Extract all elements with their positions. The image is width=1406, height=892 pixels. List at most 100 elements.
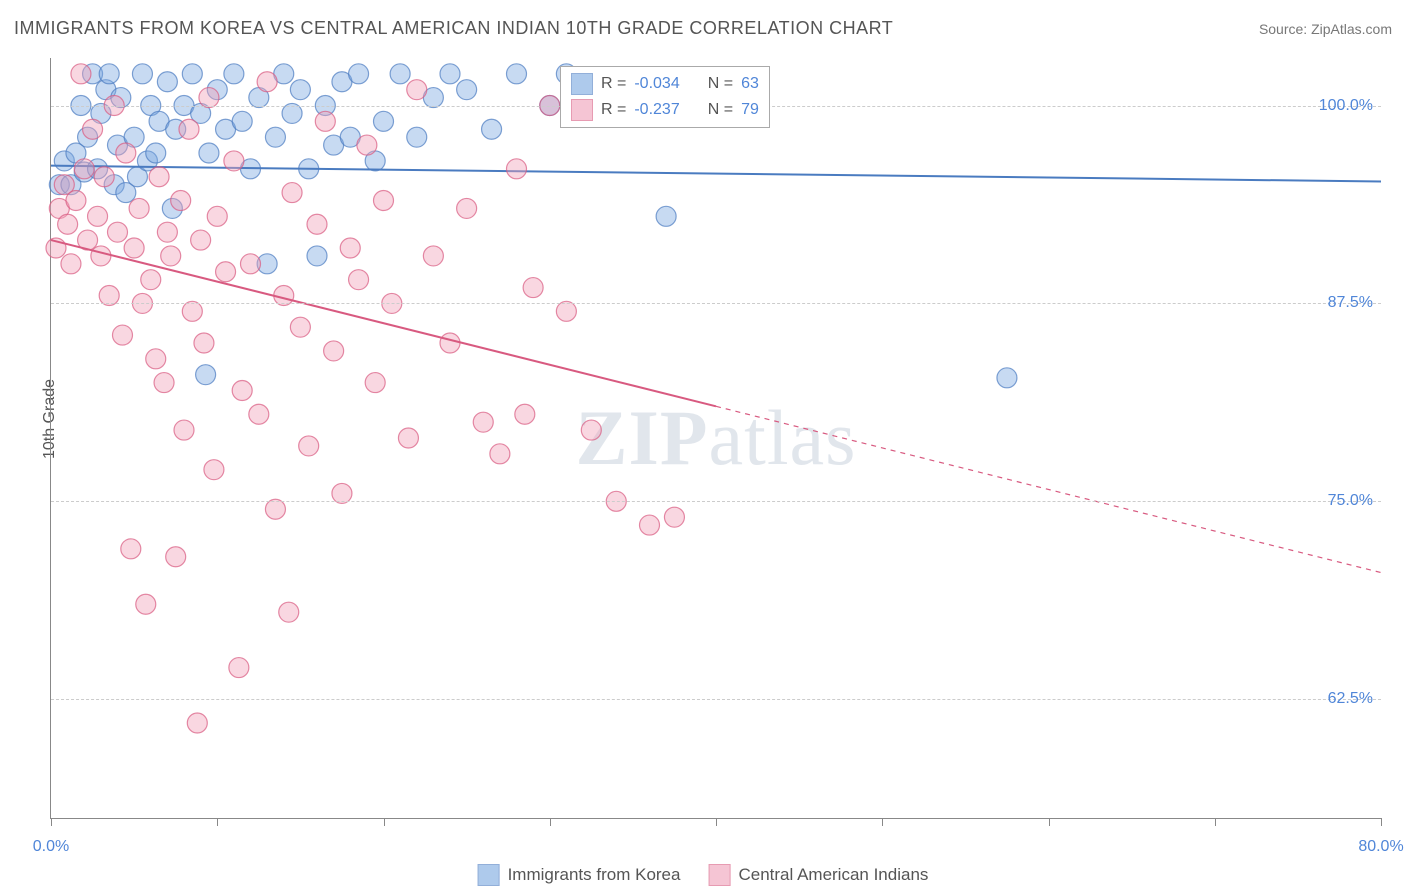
scatter-point-cai [146,349,166,369]
scatter-point-korea [146,143,166,163]
n-label: N = [708,101,733,119]
legend-label-cai: Central American Indians [738,865,928,885]
scatter-point-cai [94,167,114,187]
n-label: N = [708,75,733,93]
scatter-point-cai [340,238,360,258]
scatter-point-cai [440,333,460,353]
source-name: ZipAtlas.com [1311,21,1392,37]
scatter-point-cai [357,135,377,155]
n-value-cai: 79 [741,101,759,119]
scatter-point-korea [199,143,219,163]
scatter-point-cai [640,515,660,535]
grid-line [51,303,1381,304]
x-tick [1215,818,1216,826]
plot-area: ZIPatlas 100.0%87.5%75.0%62.5%0.0%80.0% [50,58,1381,819]
y-tick-label: 62.5% [1328,690,1373,708]
scatter-point-korea [265,127,285,147]
scatter-point-cai [191,230,211,250]
scatter-point-cai [423,246,443,266]
scatter-point-cai [365,373,385,393]
r-label: R = [601,75,626,93]
scatter-point-cai [207,206,227,226]
scatter-point-cai [507,159,527,179]
scatter-point-cai [232,381,252,401]
legend-series: Immigrants from Korea Central American In… [478,864,929,886]
scatter-point-cai [457,198,477,218]
swatch-korea [478,864,500,886]
x-tick [1381,818,1382,826]
scatter-point-cai [74,159,94,179]
x-tick [550,818,551,826]
scatter-point-korea [349,64,369,84]
scatter-point-cai [349,270,369,290]
r-label: R = [601,101,626,119]
scatter-point-cai [315,111,335,131]
legend-item-cai: Central American Indians [708,864,928,886]
chart-svg [51,58,1381,818]
scatter-point-cai [129,198,149,218]
scatter-point-cai [171,191,191,211]
x-tick-label: 0.0% [33,838,69,856]
scatter-point-cai [664,507,684,527]
scatter-point-cai [241,254,261,274]
scatter-point-cai [121,539,141,559]
scatter-point-cai [279,602,299,622]
scatter-point-cai [204,460,224,480]
scatter-point-cai [257,72,277,92]
scatter-point-korea [132,64,152,84]
x-tick [51,818,52,826]
grid-line [51,699,1381,700]
scatter-point-korea [99,64,119,84]
r-value-cai: -0.237 [634,101,679,119]
scatter-point-cai [112,325,132,345]
x-tick-label: 80.0% [1358,838,1403,856]
title-bar: IMMIGRANTS FROM KOREA VS CENTRAL AMERICA… [14,18,1392,39]
x-tick [217,818,218,826]
scatter-point-cai [324,341,344,361]
scatter-point-korea [307,246,327,266]
grid-line [51,501,1381,502]
scatter-point-cai [473,412,493,432]
scatter-point-cai [154,373,174,393]
r-value-korea: -0.034 [634,75,679,93]
scatter-point-korea [457,80,477,100]
scatter-point-cai [83,119,103,139]
x-tick [882,818,883,826]
scatter-point-cai [141,270,161,290]
scatter-point-cai [116,143,136,163]
scatter-point-cai [58,214,78,234]
scatter-point-korea [440,64,460,84]
scatter-point-cai [88,206,108,226]
scatter-point-korea [507,64,527,84]
scatter-point-korea [157,72,177,92]
scatter-point-korea [407,127,427,147]
scatter-point-cai [490,444,510,464]
scatter-point-korea [997,368,1017,388]
legend-label-korea: Immigrants from Korea [508,865,681,885]
swatch-cai [708,864,730,886]
scatter-point-cai [290,317,310,337]
scatter-point-cai [149,167,169,187]
x-tick [1049,818,1050,826]
chart-title: IMMIGRANTS FROM KOREA VS CENTRAL AMERICA… [14,18,893,39]
scatter-point-cai [108,222,128,242]
scatter-point-cai [224,151,244,171]
scatter-point-korea [182,64,202,84]
y-tick-label: 100.0% [1319,97,1373,115]
scatter-point-korea [390,64,410,84]
scatter-point-cai [282,183,302,203]
scatter-point-cai [229,658,249,678]
scatter-point-cai [61,254,81,274]
y-tick-label: 75.0% [1328,492,1373,510]
scatter-point-cai [179,119,199,139]
scatter-point-cai [407,80,427,100]
y-tick-label: 87.5% [1328,294,1373,312]
scatter-point-cai [71,64,91,84]
scatter-point-korea [224,64,244,84]
scatter-point-cai [66,191,86,211]
scatter-point-korea [232,111,252,131]
source-prefix: Source: [1259,21,1311,37]
x-tick [384,818,385,826]
scatter-point-cai [523,278,543,298]
legend-stats-row-cai: R = -0.237 N = 79 [571,97,759,123]
